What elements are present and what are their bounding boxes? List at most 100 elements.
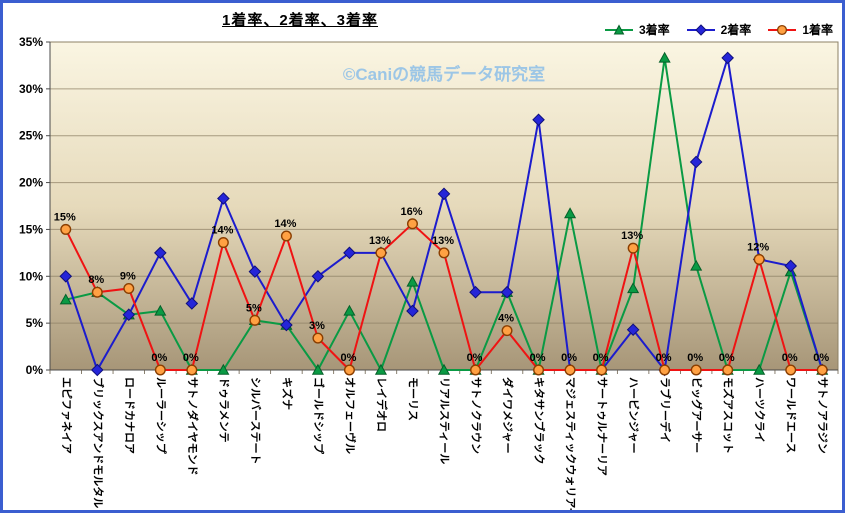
data-label-rate-1st: 0% [782, 352, 798, 364]
marker-rate-1st [596, 364, 608, 376]
data-label-rate-1st: 14% [274, 218, 296, 230]
marker-rate-1st [406, 218, 418, 230]
marker-rate-2nd [217, 192, 230, 205]
marker-rate-3rd [59, 293, 72, 305]
data-label-rate-1st: 5% [246, 302, 262, 314]
marker-rate-1st [690, 364, 702, 376]
y-axis-label: 15% [19, 222, 43, 236]
data-label-rate-1st: 0% [593, 352, 609, 364]
x-axis-label: マジェスティックウォリアー [564, 377, 577, 513]
x-axis-label: ビッグアーサー [690, 377, 704, 453]
x-axis-label: ハービンジャー [627, 377, 641, 453]
marker-rate-1st [312, 332, 324, 344]
data-label-rate-1st: 0% [561, 352, 577, 364]
marker-rate-3rd [217, 363, 230, 375]
marker-rate-1st [470, 364, 482, 376]
marker-rate-2nd [122, 308, 136, 322]
x-axis-label: ゴールドシップ [312, 377, 326, 455]
marker-rate-2nd [280, 318, 293, 332]
marker-rate-2nd [500, 285, 514, 299]
y-axis-label: 30% [19, 82, 43, 96]
marker-rate-1st [627, 242, 639, 254]
data-label-rate-1st: 9% [120, 270, 136, 282]
data-label-rate-1st: 13% [369, 235, 391, 247]
marker-rate-1st [816, 364, 828, 376]
y-axis-label: 25% [19, 129, 43, 143]
chart-legend: 3着率 2着率 1着率 [604, 21, 833, 38]
x-axis-label: ロードカナロア [123, 377, 136, 454]
data-label-rate-1st: 0% [530, 352, 546, 364]
x-axis-label: ワールドエース [785, 377, 798, 453]
data-label-rate-1st: 3% [309, 320, 325, 332]
marker-rate-2nd [437, 187, 451, 201]
data-label-rate-1st: 13% [621, 230, 643, 242]
x-axis-label: キズナ [280, 377, 294, 410]
x-axis-label: ハーツクライ [753, 377, 766, 443]
y-axis-label: 35% [19, 35, 43, 49]
x-axis-label: レイデオロ [375, 377, 389, 432]
marker-rate-2nd [248, 265, 262, 278]
marker-rate-2nd [469, 285, 482, 299]
marker-rate-1st [123, 282, 135, 294]
legend-marker-rate-1st-icon [768, 24, 797, 35]
x-axis-label: ラブリーデイ [659, 377, 673, 443]
data-label-rate-1st: 8% [88, 274, 104, 286]
data-label-rate-1st: 13% [432, 235, 454, 247]
x-axis-label: ドゥラメンテ [217, 377, 230, 443]
data-label-rate-1st: 0% [183, 352, 199, 364]
x-axis-label: モズアスコット [722, 377, 736, 454]
marker-rate-3rd [343, 304, 356, 316]
marker-rate-1st [438, 247, 450, 259]
marker-rate-1st [249, 314, 261, 326]
marker-rate-1st [280, 230, 292, 242]
marker-rate-2nd [626, 323, 640, 337]
marker-rate-2nd [311, 269, 325, 283]
marker-rate-1st [659, 364, 671, 376]
x-axis-label: シルバーステート [249, 377, 262, 464]
x-axis-label: モーリス [406, 377, 419, 421]
data-label-rate-1st: 12% [747, 241, 769, 253]
data-label-rate-1st: 0% [813, 352, 829, 364]
marker-rate-2nd [90, 363, 104, 377]
marker-rate-1st [785, 364, 797, 376]
x-axis-label: オルフェーヴル [343, 377, 357, 454]
x-axis-label: サートゥルナーリア [596, 377, 609, 476]
x-axis-label: サトノダイヤモンド [186, 377, 200, 476]
marker-rate-1st [154, 364, 166, 376]
legend-label-rate-1st: 1着率 [802, 23, 833, 37]
legend-item-rate-1st: 1着率 [767, 21, 833, 38]
marker-rate-3rd [154, 304, 167, 316]
marker-rate-1st [533, 364, 545, 376]
data-label-rate-1st: 0% [340, 352, 356, 364]
marker-rate-3rd [311, 363, 324, 375]
marker-rate-3rd [690, 259, 703, 271]
y-axis-label: 10% [19, 269, 43, 283]
data-label-rate-1st: 0% [687, 352, 703, 364]
y-axis-label: 5% [26, 316, 44, 330]
marker-rate-3rd [374, 363, 388, 375]
data-label-rate-1st: 14% [211, 225, 233, 237]
watermark-text: ©Caniの競馬データ研究室 [342, 65, 546, 84]
x-axis-label: ルーラーシップ [154, 377, 168, 455]
y-axis-label: 0% [26, 363, 44, 377]
marker-rate-1st [186, 364, 198, 376]
data-label-rate-1st: 15% [54, 211, 76, 223]
x-axis-label: サトノクラウン [470, 377, 483, 454]
marker-rate-3rd [406, 275, 419, 287]
marker-rate-2nd [532, 113, 545, 127]
marker-rate-1st [722, 364, 734, 376]
marker-rate-2nd [154, 246, 167, 260]
marker-rate-2nd [784, 259, 798, 273]
marker-rate-1st [375, 247, 387, 259]
marker-rate-2nd [689, 155, 703, 169]
x-axis-label: キタサンブラック [533, 377, 547, 465]
legend-label-rate-2nd: 2着率 [720, 23, 752, 37]
data-label-rate-1st: 0% [656, 352, 672, 364]
marker-rate-3rd [627, 282, 640, 294]
x-axis-label: エピファネイア [60, 377, 73, 454]
data-label-rate-1st: 16% [400, 206, 422, 218]
x-axis-label: ブリックスアンドモルタル [91, 377, 105, 508]
x-axis-label: リアルスティール [438, 377, 451, 464]
marker-rate-2nd [59, 269, 73, 283]
